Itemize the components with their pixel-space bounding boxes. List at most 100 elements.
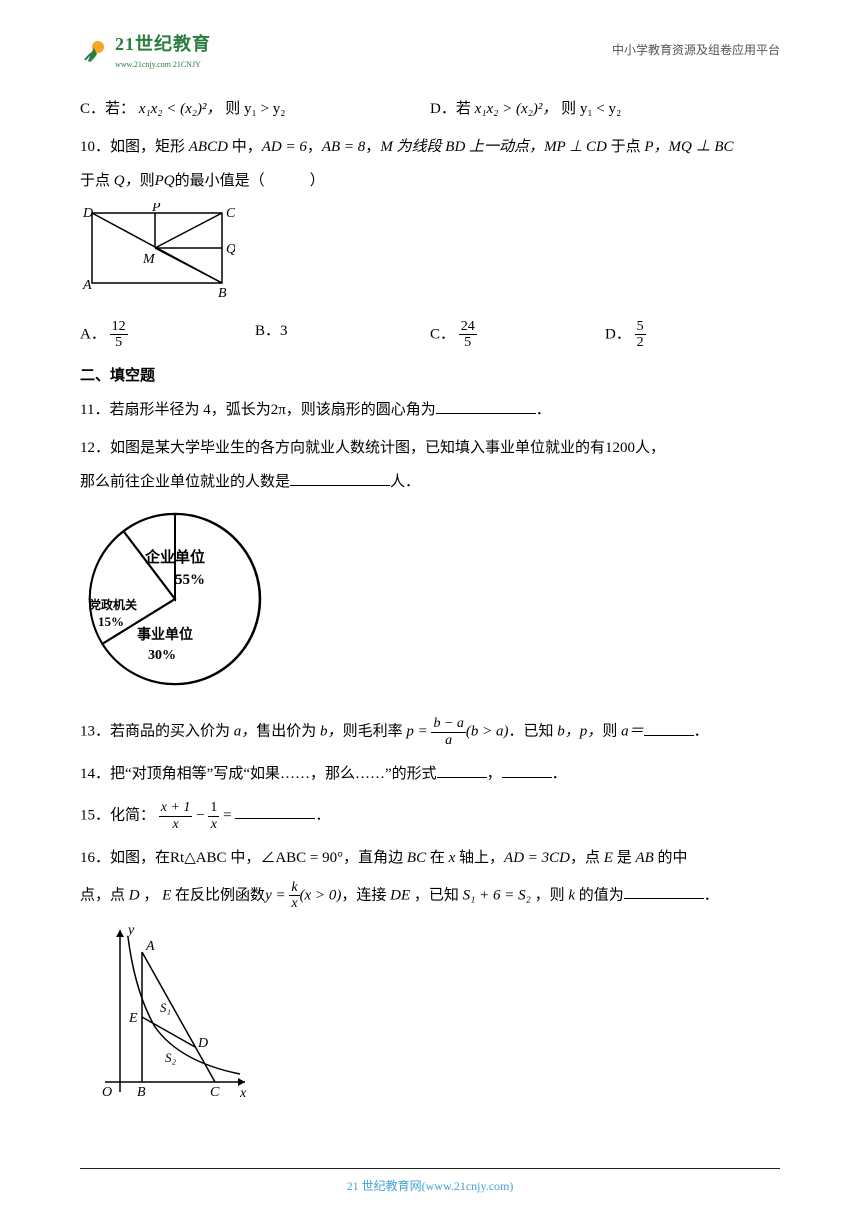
q12-pie-chart: 企业单位 55% 党政机关 15% 事业单位 30% xyxy=(80,504,780,702)
page-header: 21世纪教育 www.21cnjy.com 21CNJY 中小学教育资源及组卷应… xyxy=(80,30,780,72)
q16-Ev: E xyxy=(158,887,175,903)
q16-l2b: ， xyxy=(143,887,158,903)
opt-d-cond: x₁x₂ > (x₂)²， xyxy=(475,101,558,117)
q10-l2b: 则 xyxy=(140,173,155,189)
q16-figure: A E D B C O x y S₁ S₂ xyxy=(80,922,780,1115)
pie-label-dangzheng: 党政机关 xyxy=(89,597,137,612)
q10-l2a: 于点 xyxy=(80,173,114,189)
q13-c: 则毛利率 xyxy=(343,724,403,740)
q10-optA-label: A． xyxy=(80,326,106,342)
q10-optD-num: 5 xyxy=(635,319,646,335)
fig-E: E xyxy=(128,1011,138,1026)
q10-optD-label: D． xyxy=(605,326,631,342)
pie-pct-55: 55% xyxy=(175,572,205,588)
q10-optB: B．3 xyxy=(255,319,430,351)
pie-pct-15: 15% xyxy=(98,614,124,629)
fig-C: C xyxy=(210,1085,220,1100)
q16-g: 是 xyxy=(613,850,636,866)
q15-d2: x xyxy=(211,817,217,832)
q16-fd: x xyxy=(291,896,297,911)
page-footer: 21 世纪教育网(www.21cnjy.com) xyxy=(0,1168,860,1196)
fig-x: x xyxy=(239,1086,247,1101)
opt-d-label: D．若 xyxy=(430,101,471,117)
q10-optD: D． 52 xyxy=(605,319,780,351)
fig-A: A xyxy=(145,939,155,954)
q11-blank xyxy=(436,398,536,414)
q15-n2: 1 xyxy=(208,800,219,816)
q16-fy: y = xyxy=(265,887,289,903)
q10-q: Q， xyxy=(114,173,140,189)
q14-blank1 xyxy=(437,762,487,778)
q16-d: 在 xyxy=(426,850,449,866)
q10-p: P， xyxy=(644,139,668,155)
q11-arc: 2π xyxy=(271,402,286,418)
q16-l2e: ，已知 xyxy=(414,887,459,903)
logo-text: 21世纪教育 www.21cnjy.com 21CNJY xyxy=(115,30,211,72)
q16-l2g: 的值为 xyxy=(579,887,624,903)
q16-k: k xyxy=(565,887,579,903)
question-10: 10．如图，矩形 ABCD 中，AD = 6，AB = 8，M 为线段 BD 上… xyxy=(80,135,780,351)
logo-icon xyxy=(80,36,110,66)
q10-c2: ， xyxy=(365,139,380,155)
q13-d: ．已知 xyxy=(509,724,558,740)
q12-num: 1200 xyxy=(605,440,635,456)
q10-mq: MQ ⊥ BC xyxy=(669,139,734,155)
q11-b: ，则该扇形的圆心角为 xyxy=(286,402,436,418)
q16-l2a: 点，点 xyxy=(80,887,125,903)
q13-num: b − a xyxy=(433,716,463,731)
q10-tc: 于点 xyxy=(607,139,645,155)
question-11: 11．若扇形半径为 4，弧长为2π，则该扇形的圆心角为． xyxy=(80,398,780,422)
q15-eq: = xyxy=(223,807,235,823)
q10-optA-den: 5 xyxy=(110,335,128,350)
q13-av: a， xyxy=(234,724,257,740)
q16-rt: Rt△ABC xyxy=(170,850,227,866)
label-Q: Q xyxy=(226,242,235,257)
q13-avar: a＝ xyxy=(621,724,644,740)
q16-S: S₁ + 6 = S₂ xyxy=(459,887,535,903)
logo-cn: 21世纪教育 xyxy=(115,30,211,59)
opt-c-cond: x₁x₂ < (x₂)²， xyxy=(139,101,222,117)
q16-blank xyxy=(624,883,704,899)
opt-c-then: 则 y₁ > y₂ xyxy=(225,101,285,117)
question-13: 13．若商品的买入价为 a，售出价为 b，则毛利率 p = b − aa(b >… xyxy=(80,716,780,748)
q15-d1: x xyxy=(172,817,178,832)
q16-l2c: 在反比例函数 xyxy=(175,887,265,903)
q10-optA-num: 12 xyxy=(110,319,128,335)
fig-O: O xyxy=(102,1085,112,1100)
question-14: 14．把“对顶角相等”写成“如果……，那么……”的形式，． xyxy=(80,762,780,786)
q10-c1: ， xyxy=(307,139,322,155)
q14-blank2 xyxy=(502,762,552,778)
q16-dot: ． xyxy=(704,887,719,903)
q10-optA: A． 125 xyxy=(80,319,255,351)
pie-label-qiye: 企业单位 xyxy=(144,548,205,566)
q16-a: 16．如图，在 xyxy=(80,850,170,866)
footer-text: 21 世纪教育网(www.21cnjy.com) xyxy=(347,1179,514,1193)
q16-DE: DE xyxy=(390,887,414,903)
question-16: 16．如图，在Rt△ABC 中，∠ABC = 90°，直角边 BC 在 x 轴上… xyxy=(80,846,780,1115)
pie-label-shiye: 事业单位 xyxy=(137,626,193,643)
q10-optC-den: 5 xyxy=(459,335,477,350)
label-M: M xyxy=(142,252,156,267)
q13-a: 13．若商品的买入价为 xyxy=(80,724,234,740)
fig-S2: S₂ xyxy=(165,1050,177,1065)
q10-optC: C． 245 xyxy=(430,319,605,351)
q15-dot: ． xyxy=(315,807,330,823)
label-B: B xyxy=(218,286,227,301)
q12-b: 人， xyxy=(635,440,665,456)
q15-minus: − xyxy=(196,807,208,823)
q12-c: 那么前往企业单位就业的人数是 xyxy=(80,474,290,490)
q10-l2c: 的最小值是（ ） xyxy=(175,173,325,189)
q12-d: 人． xyxy=(390,474,420,490)
question-12: 12．如图是某大学毕业生的各方向就业人数统计图，已知填入事业单位就业的有1200… xyxy=(80,436,780,702)
question-15: 15．化简： x + 1x − 1x = ． xyxy=(80,800,780,832)
q16-E: E xyxy=(604,850,613,866)
label-P: P xyxy=(151,203,161,215)
q13-bp: b，p， xyxy=(557,724,602,740)
q16-b: 中， xyxy=(227,850,261,866)
q10-optC-label: C． xyxy=(430,326,455,342)
q13-cond: (b > a) xyxy=(466,724,509,740)
q16-h: 的中 xyxy=(654,850,688,866)
pie-pct-30: 30% xyxy=(148,648,176,663)
q16-f: ，点 xyxy=(570,850,604,866)
fig-D: D xyxy=(197,1036,208,1051)
